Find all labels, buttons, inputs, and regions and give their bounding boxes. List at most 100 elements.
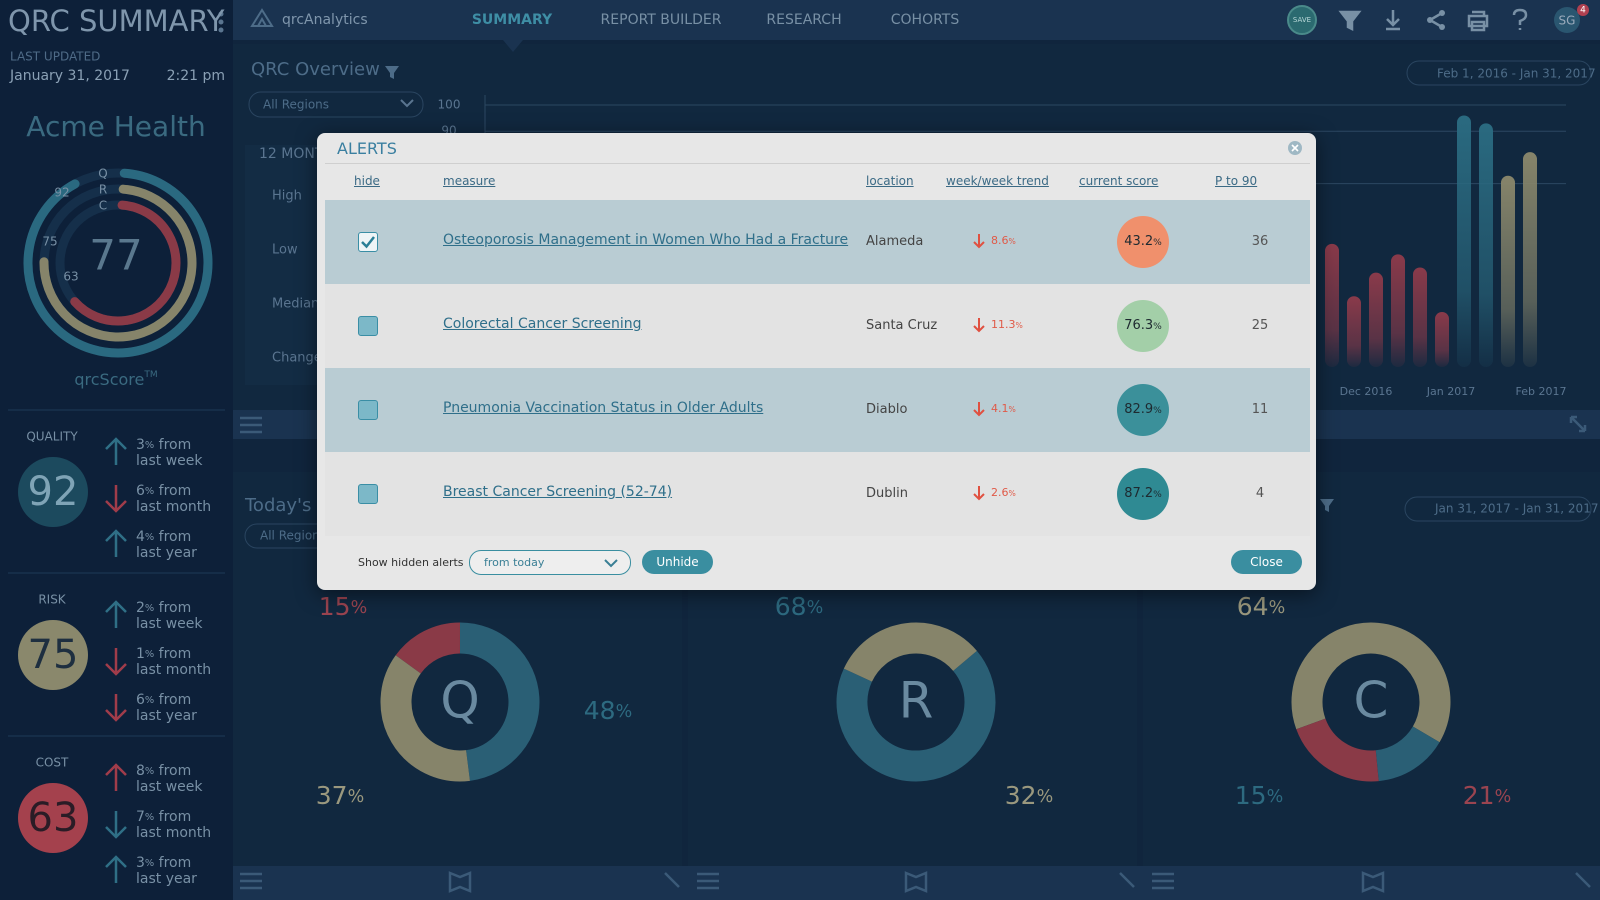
score-circle: 82.9%	[1117, 384, 1169, 436]
hide-checkbox[interactable]	[358, 232, 378, 252]
score-label-text: qrcScore	[74, 370, 144, 389]
metric-score: 75	[28, 632, 79, 678]
period: 12 MONT	[259, 146, 324, 162]
hide-checkbox[interactable]	[358, 484, 378, 504]
donut-segment	[380, 655, 470, 782]
donut-segment	[459, 622, 540, 781]
filter-value: from today	[484, 556, 545, 569]
x-tick-label: Jan 2017	[1426, 385, 1475, 398]
hide-checkbox[interactable]	[358, 316, 378, 336]
trend-text: last week	[136, 453, 203, 469]
panel-footers	[233, 866, 1600, 900]
donut-segment	[395, 622, 461, 675]
organization: Acme Health	[26, 110, 205, 143]
bar	[1413, 267, 1427, 367]
nav-tab[interactable]: RESEARCH	[766, 12, 841, 28]
donut-segment	[1296, 717, 1379, 782]
column-header[interactable]: P to 90	[1215, 174, 1258, 188]
notification-badge	[1577, 4, 1589, 16]
location: Dublin	[866, 486, 908, 501]
bar	[1523, 152, 1537, 367]
score-label: qrcScoreTM	[74, 370, 157, 389]
gauge-value: 63	[63, 270, 78, 284]
trend-text: 2% from	[136, 600, 191, 616]
region[interactable]: All Regions	[263, 98, 329, 112]
donut-segment	[1375, 725, 1440, 782]
measure-link[interactable]: Pneumonia Vaccination Status in Older Ad…	[443, 400, 764, 416]
column-header[interactable]: week/week trend	[946, 174, 1049, 188]
x-tick-label: Dec 2016	[1340, 385, 1393, 398]
user-avatar[interactable]	[1554, 7, 1580, 33]
measure-link[interactable]: Osteoporosis Management in Women Who Had…	[443, 232, 849, 248]
date-box[interactable]	[1404, 496, 1592, 522]
filter-icon[interactable]	[1338, 10, 1362, 32]
qrc-score: 77	[89, 231, 142, 280]
save-label[interactable]: SAVE	[1293, 16, 1311, 24]
column-header[interactable]: measure	[443, 174, 496, 188]
unhide-button[interactable]: Unhide	[642, 550, 713, 574]
region[interactable]: All Regions	[260, 529, 326, 543]
gauge-letter: C	[99, 199, 107, 213]
metric-badge	[18, 620, 88, 690]
close-icon[interactable]	[1287, 140, 1303, 156]
hide-checkbox[interactable]	[358, 400, 378, 420]
filter-icon[interactable]	[1320, 499, 1334, 512]
trend-arrow	[105, 694, 127, 722]
donut-segment	[1291, 622, 1451, 743]
column-header[interactable]: hide	[354, 174, 380, 188]
donut-segment	[843, 622, 977, 683]
trend-value: 4.1%	[991, 402, 1016, 415]
trend-arrow	[105, 763, 127, 791]
hidden-filter-select[interactable]: from today	[469, 550, 631, 575]
gauge-value: 75	[42, 235, 57, 249]
date-box[interactable]	[1406, 60, 1592, 86]
gauge-arc	[70, 200, 181, 326]
trend-text: 8% from	[136, 763, 191, 779]
gauge-arc	[23, 168, 213, 358]
menu-dots[interactable]	[218, 11, 224, 33]
footer-icons[interactable]	[240, 415, 1591, 893]
measure-link[interactable]: Colorectal Cancer Screening	[443, 316, 642, 332]
active-pointer	[503, 40, 523, 52]
column-header[interactable]: location	[866, 174, 914, 188]
filter-icon[interactable]	[385, 66, 399, 79]
header-rule	[325, 163, 1310, 164]
stat-row: High	[272, 189, 302, 204]
alert-row: Osteoporosis Management in Women Who Had…	[325, 200, 1310, 284]
download-icon[interactable]	[1386, 10, 1400, 31]
help-icon[interactable]	[1512, 8, 1528, 30]
date-range[interactable]: Jan 31, 2017 - Jan 31, 2017	[1434, 502, 1598, 516]
donut-letter: C	[1354, 672, 1389, 730]
column-header[interactable]: current score	[1079, 174, 1159, 188]
region-dropdown[interactable]	[248, 91, 424, 118]
trend-arrow	[105, 811, 127, 839]
trend: 8.6%	[973, 232, 1016, 251]
nav-tab[interactable]: REPORT BUILDER	[601, 12, 722, 28]
select-caret	[604, 559, 618, 568]
gauge-arc	[39, 184, 197, 342]
date-range[interactable]: Feb 1, 2016 - Jan 31, 2017	[1437, 67, 1596, 81]
nav-tab[interactable]: COHORTS	[891, 12, 960, 28]
location: Alameda	[866, 234, 924, 249]
measure-link[interactable]: Breast Cancer Screening (52-74)	[443, 484, 673, 500]
stat-row: Median	[272, 297, 319, 312]
location: Diablo	[866, 402, 908, 417]
trend-text: last month	[136, 662, 211, 678]
bar	[1391, 254, 1405, 367]
close-button[interactable]: Close	[1231, 550, 1302, 574]
score-circle: 87.2%	[1117, 468, 1169, 520]
user-initials[interactable]: SG	[1559, 14, 1576, 28]
gauge-letter: R	[99, 183, 107, 197]
trend-text: last week	[136, 616, 203, 632]
trend-text: last year	[136, 871, 197, 887]
nav-tab[interactable]: SUMMARY	[472, 12, 553, 28]
score-circle: 76.3%	[1117, 300, 1169, 352]
brand: qrcAnalytics	[282, 12, 368, 28]
trend-text: last month	[136, 499, 211, 515]
trend-text: 6% from	[136, 483, 191, 499]
trend-text: last month	[136, 825, 211, 841]
donut-segment	[836, 650, 996, 782]
save-button[interactable]	[1287, 5, 1317, 35]
print-icon[interactable]	[1467, 10, 1489, 32]
